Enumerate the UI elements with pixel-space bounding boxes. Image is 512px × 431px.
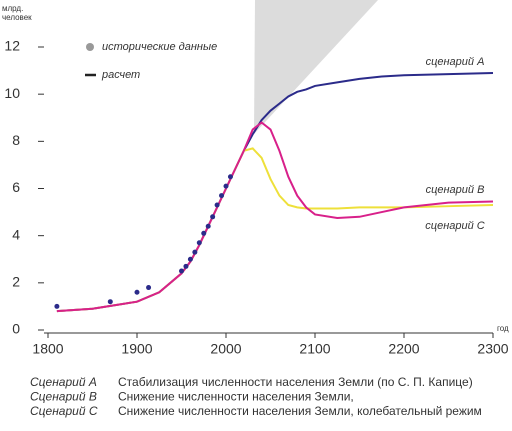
y-tick-label: 6 (12, 179, 20, 195)
historical-point (192, 249, 198, 255)
legend-marker (86, 43, 94, 51)
y-tick-label: 2 (12, 274, 20, 290)
y-tick-label: 4 (12, 226, 20, 242)
legend-label: исторические данные (102, 41, 217, 53)
x-tick-label: 1800 (32, 341, 63, 357)
legend-name: Сценарий B (30, 390, 97, 404)
x-axis-label: год (497, 324, 509, 333)
legend-label: расчет (101, 69, 140, 81)
y-axis-label: млрд. (2, 4, 23, 13)
x-tick-label: 2300 (477, 341, 508, 357)
x-tick-label: 1900 (121, 341, 152, 357)
y-tick-label: 10 (4, 85, 20, 101)
historical-point (210, 214, 216, 220)
historical-point (107, 299, 113, 305)
historical-point (214, 202, 220, 208)
x-tick-label: 2000 (210, 341, 241, 357)
historical-point (196, 240, 202, 246)
historical-point (227, 174, 233, 180)
historical-point (219, 193, 225, 199)
uncertainty-cone (254, 0, 378, 134)
historical-point (205, 223, 211, 229)
historical-point (134, 289, 140, 295)
x-tick-label: 2100 (299, 341, 330, 357)
historical-point (54, 303, 60, 309)
y-tick-label: 12 (4, 38, 20, 54)
historical-point (201, 230, 207, 236)
historical-point (187, 256, 193, 262)
y-axis-label: человек (2, 13, 32, 22)
series-label: сценарий B (426, 184, 485, 196)
legend-name: Сценарий C (30, 404, 98, 418)
series-label: сценарий A (426, 56, 485, 68)
y-tick-label: 0 (12, 321, 20, 337)
historical-point (146, 285, 152, 291)
legend-name: Сценарий A (30, 375, 97, 389)
legend-description: Снижение численности населения Земли, (118, 390, 354, 404)
x-tick-label: 2200 (388, 341, 419, 357)
series-label: сценарий C (425, 220, 484, 232)
y-tick-label: 8 (12, 132, 20, 148)
legend-description: Снижение численности населения Земли, ко… (118, 404, 482, 418)
historical-point (179, 268, 184, 274)
scenario-line (56, 121, 494, 313)
historical-point (183, 263, 189, 269)
historical-point (223, 183, 229, 189)
legend-description: Стабилизация численности населения Земли… (118, 375, 473, 389)
